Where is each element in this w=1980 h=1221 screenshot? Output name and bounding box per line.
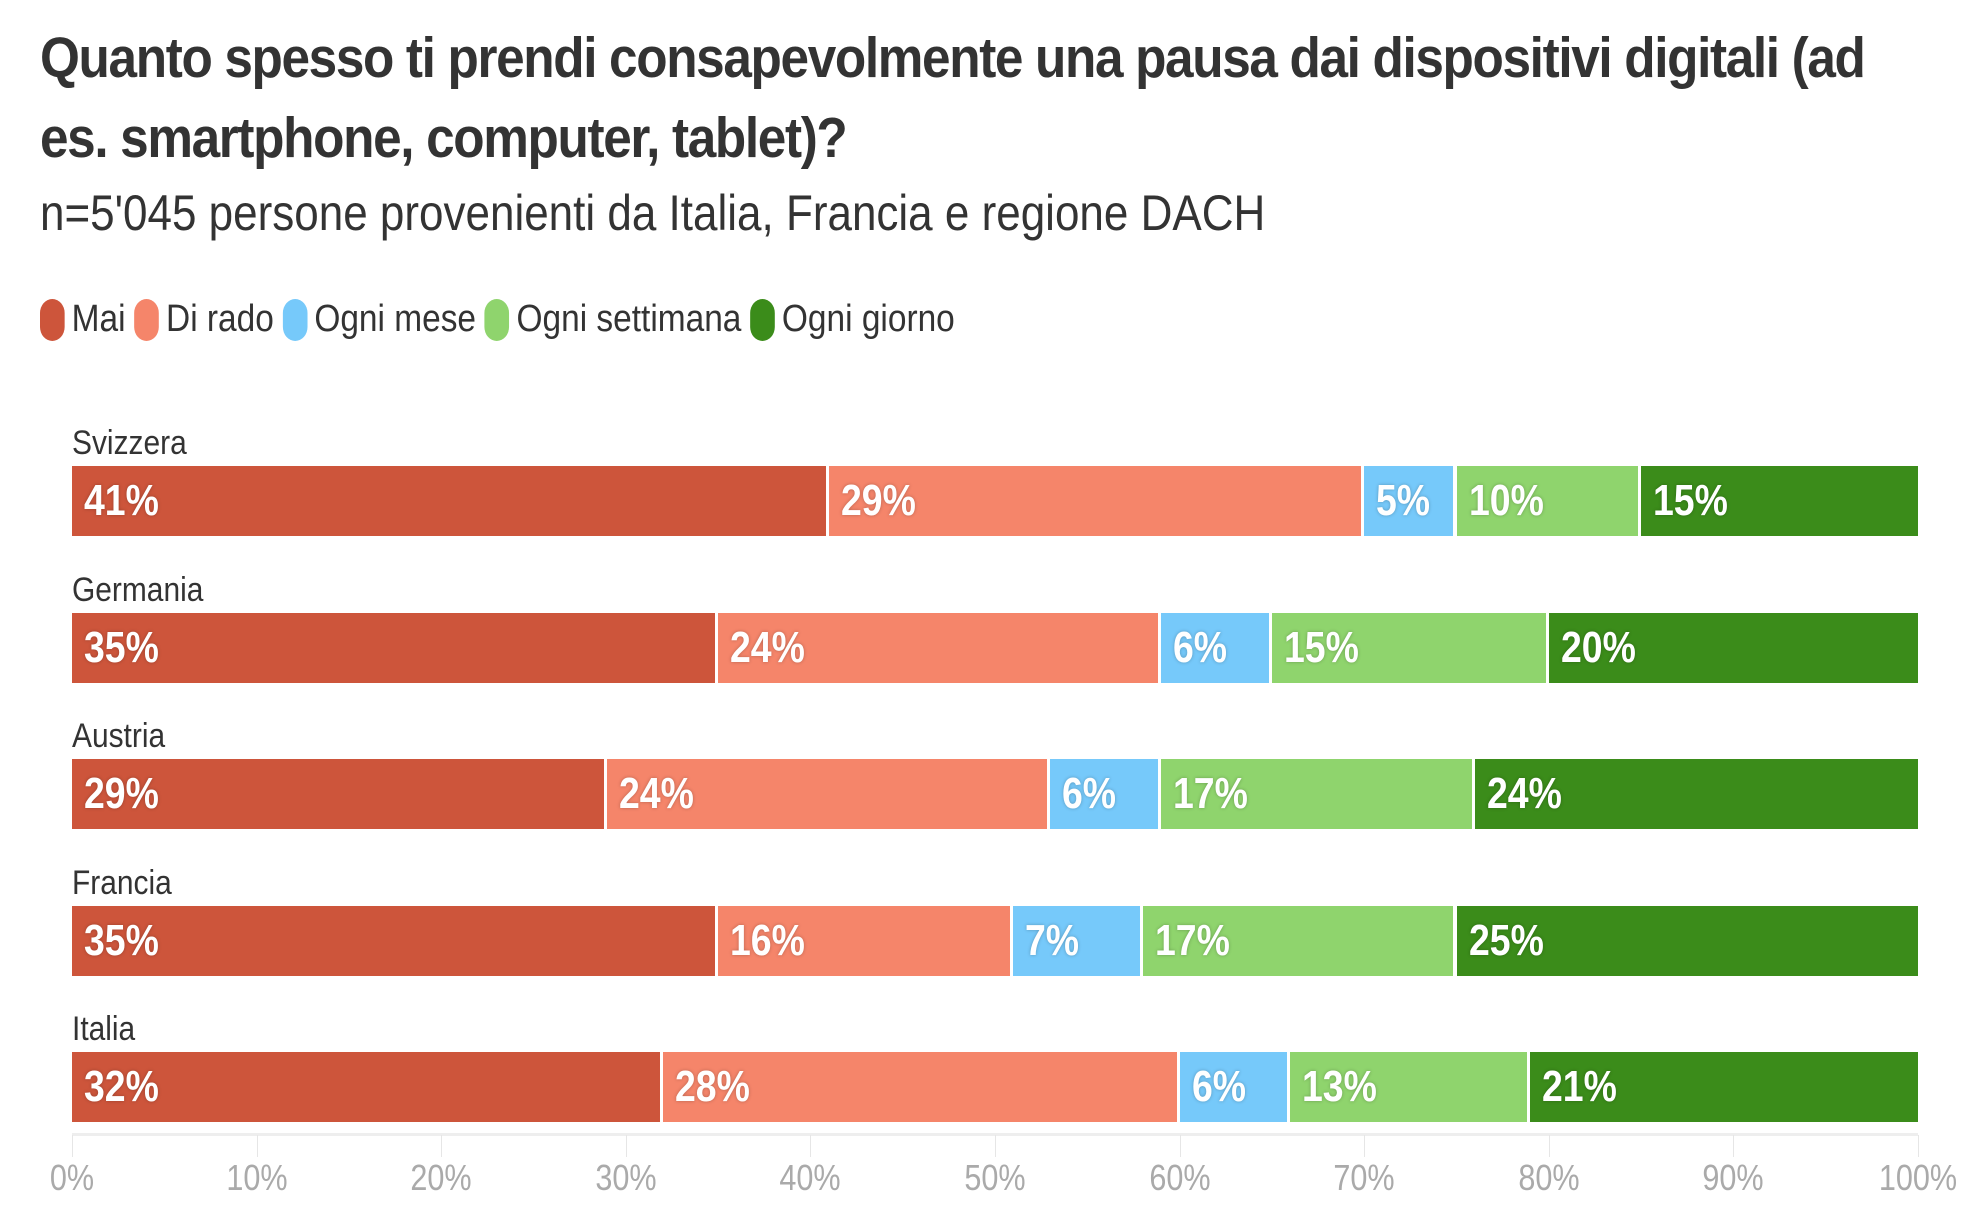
- legend-swatch: [484, 298, 510, 341]
- bar-segment: 24%: [718, 612, 1162, 683]
- x-tick-label: 80%: [1518, 1157, 1580, 1198]
- category-label: Austria: [72, 717, 166, 755]
- bar-segment: 15%: [1271, 612, 1549, 683]
- category-label: Germania: [72, 570, 204, 609]
- x-tick-label: 20%: [410, 1157, 472, 1198]
- data-label: 17%: [1173, 769, 1248, 818]
- x-tick-mark: [810, 1135, 812, 1157]
- bar-segment: 16%: [718, 905, 1014, 976]
- legend-item: Ogni giorno: [750, 298, 955, 341]
- data-label: 25%: [1468, 915, 1544, 965]
- x-tick-label: 60%: [1148, 1157, 1211, 1198]
- data-label: 28%: [674, 1062, 750, 1111]
- data-label: 5%: [1376, 476, 1431, 525]
- data-label: 24%: [730, 622, 805, 672]
- legend-swatch: [40, 298, 65, 341]
- data-label: 24%: [1486, 769, 1562, 818]
- bar-segment: 25%: [1456, 905, 1918, 976]
- x-tick-mark: [72, 1135, 73, 1157]
- x-tick-mark: [995, 1135, 996, 1157]
- bar-segment: 24%: [1474, 759, 1918, 829]
- data-label: 24%: [619, 769, 695, 818]
- bar-segment: 6%: [1179, 1052, 1291, 1122]
- data-label: 16%: [730, 915, 805, 965]
- data-label: 41%: [84, 476, 159, 525]
- x-tick-label: 30%: [595, 1157, 657, 1198]
- x-tick-label: 90%: [1702, 1157, 1765, 1198]
- data-label: 35%: [84, 622, 159, 672]
- x-tick-mark: [441, 1135, 443, 1157]
- x-tick-label: 100%: [1878, 1157, 1958, 1198]
- bar-segment: 41%: [72, 466, 829, 536]
- data-label: 6%: [1191, 1062, 1246, 1111]
- data-label: 15%: [1653, 476, 1728, 525]
- data-label: 35%: [84, 915, 159, 965]
- bar-segment: 20%: [1548, 612, 1918, 683]
- category-label: Svizzera: [72, 424, 187, 462]
- x-tick-mark: [1364, 1135, 1366, 1157]
- x-tick-label: 70%: [1333, 1157, 1395, 1198]
- bar-segment: 10%: [1456, 466, 1642, 536]
- data-label: 17%: [1154, 915, 1230, 965]
- bar-segment: 24%: [607, 759, 1051, 829]
- data-label: 7%: [1025, 915, 1080, 965]
- data-label: 29%: [840, 476, 916, 525]
- x-tick-mark: [256, 1135, 258, 1157]
- bar-segment: 17%: [1142, 905, 1457, 976]
- bar-segment: 35%: [72, 905, 719, 976]
- x-tick-label: 10%: [225, 1157, 288, 1198]
- category-label: Italia: [72, 1010, 136, 1048]
- legend-swatch: [282, 298, 308, 341]
- bar-segment: 5%: [1364, 466, 1457, 536]
- bar-segment: 29%: [828, 466, 1365, 536]
- data-label: 10%: [1468, 476, 1544, 525]
- legend-item: Mai: [40, 298, 126, 341]
- x-tick-label: 50%: [964, 1157, 1026, 1198]
- bar-segment: 13%: [1290, 1052, 1531, 1122]
- x-tick-mark: [1179, 1135, 1181, 1157]
- legend-label: Ogni settimana: [516, 298, 742, 340]
- bar-segment: 35%: [72, 612, 719, 683]
- data-label: 20%: [1560, 622, 1636, 672]
- data-label: 29%: [84, 769, 159, 818]
- x-tick-mark: [1918, 1135, 1919, 1157]
- data-label: 6%: [1173, 622, 1228, 672]
- legend: Mai Di rado Ogni mese Ogni settimana Ogni gi…: [40, 298, 964, 341]
- x-tick-mark: [625, 1135, 627, 1157]
- bar-segment: 6%: [1050, 759, 1162, 829]
- bar-segment: 21%: [1530, 1052, 1918, 1122]
- bar-segment: 15%: [1641, 466, 1918, 536]
- x-axis-line: [72, 1133, 1918, 1136]
- bar-segment: 32%: [72, 1052, 663, 1122]
- x-tick-mark: [1548, 1135, 1550, 1157]
- x-tick-mark: [1733, 1135, 1735, 1157]
- legend-label: Ogni mese: [314, 298, 477, 340]
- legend-item: Ogni mese: [282, 298, 477, 341]
- legend-item: Di rado: [134, 298, 274, 341]
- chart-subtitle: n=5'045 persone provenienti da Italia, F…: [40, 185, 1266, 241]
- legend-label: Di rado: [166, 298, 274, 340]
- data-label: 32%: [84, 1062, 159, 1111]
- chart-title: Quanto spesso ti prendi consapevolmente …: [40, 26, 1866, 170]
- legend-item: Ogni settimana: [484, 298, 742, 341]
- legend-label: Ogni giorno: [781, 298, 955, 340]
- bar-segment: 6%: [1161, 612, 1272, 683]
- x-tick-label: 0%: [49, 1157, 95, 1198]
- category-label: Francia: [72, 863, 172, 902]
- data-label: 13%: [1302, 1062, 1378, 1111]
- x-tick-label: 40%: [779, 1157, 842, 1198]
- legend-swatch: [750, 298, 775, 341]
- legend-label: Mai: [71, 298, 126, 340]
- data-label: 21%: [1542, 1062, 1618, 1111]
- bar-segment: 7%: [1013, 905, 1143, 976]
- bar-segment: 28%: [662, 1052, 1180, 1122]
- bar-segment: 17%: [1161, 759, 1475, 829]
- data-label: 6%: [1062, 769, 1117, 818]
- data-label: 15%: [1283, 622, 1359, 672]
- legend-swatch: [134, 298, 160, 341]
- bar-segment: 29%: [72, 759, 608, 829]
